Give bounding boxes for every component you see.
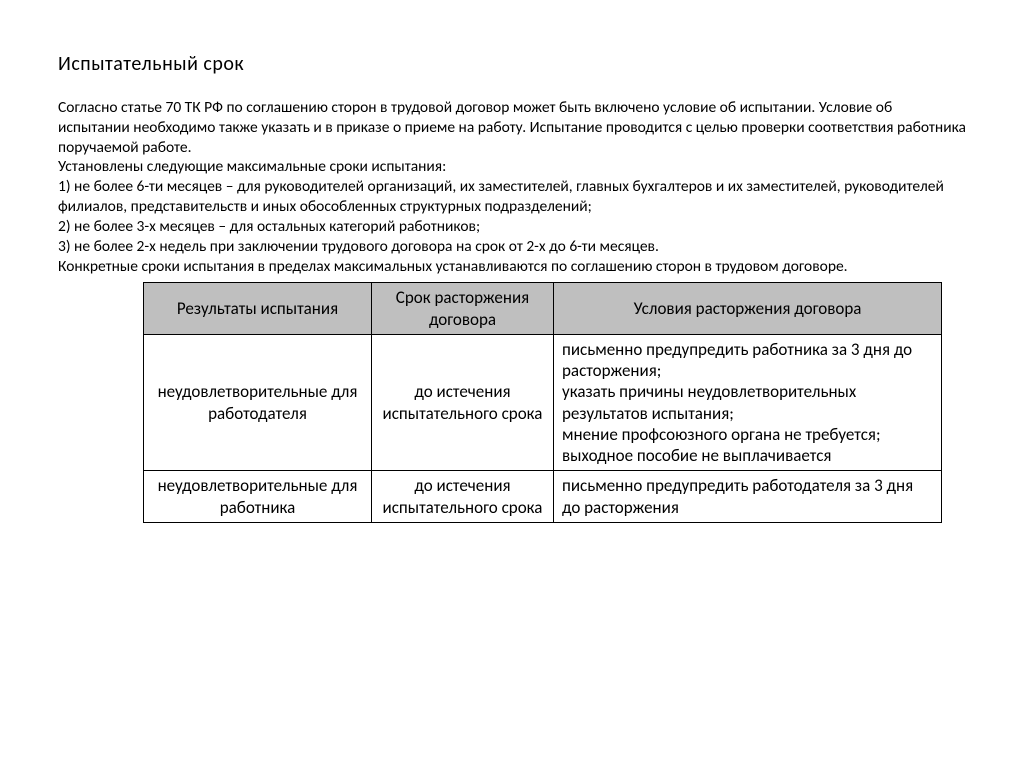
list-item-2: 2) не более 3-х месяцев – для остальных … (58, 217, 966, 237)
cell-r2-conditions: письменно предупредить работодателя за 3… (554, 471, 942, 523)
cell-r1-conditions: письменно предупредить работника за 3 дн… (554, 334, 942, 471)
list-item-1: 1) не более 6-ти месяцев – для руководит… (58, 177, 966, 217)
page-title: Испытательный срок (58, 52, 966, 76)
col-header-results: Результаты испытания (144, 283, 372, 335)
list-item-3: 3) не более 2-х недель при заключении тр… (58, 237, 966, 257)
termination-table: Результаты испытания Срок расторжения до… (143, 282, 942, 523)
col-header-conditions: Условия расторжения договора (554, 283, 942, 335)
cell-r1-term: до истечения испытательного срока (372, 334, 554, 471)
col-header-term: Срок расторжения договора (372, 283, 554, 335)
body-paragraphs: Согласно статье 70 ТК РФ по соглашению с… (58, 98, 966, 276)
cell-r2-results: неудовлетворительные для работника (144, 471, 372, 523)
paragraph-list-lead: Установлены следующие максимальные сроки… (58, 157, 966, 177)
table-row: неудовлетворительные для работодателя до… (144, 334, 942, 471)
document-page: Испытательный срок Согласно статье 70 ТК… (0, 0, 1024, 523)
table-row: неудовлетворительные для работника до ис… (144, 471, 942, 523)
table-header-row: Результаты испытания Срок расторжения до… (144, 283, 942, 335)
cell-r1-results: неудовлетворительные для работодателя (144, 334, 372, 471)
paragraph-intro: Согласно статье 70 ТК РФ по соглашению с… (58, 98, 966, 157)
cell-r2-term: до истечения испытательного срока (372, 471, 554, 523)
paragraph-closing: Конкретные сроки испытания в пределах ма… (58, 257, 966, 277)
